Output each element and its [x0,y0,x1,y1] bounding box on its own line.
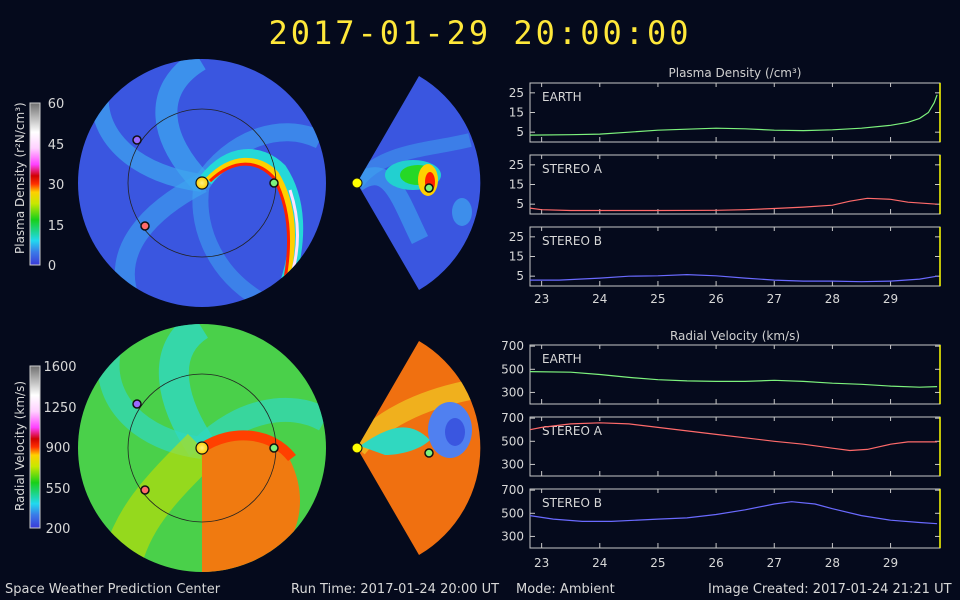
earth-marker [424,183,434,193]
chart-1: Radial Velocity (km/s) 700 500 300 EARTH 700 5… [501,329,941,570]
chart-0: Plasma Density (/cm³) 25 15 5 EARTH 25 15 5 STER… [509,66,941,306]
stereo-a-marker [140,221,150,231]
x-tick-label: 24 [592,292,607,306]
y-tick-label: 25 [509,230,524,244]
series-line [530,273,938,283]
density-tick: 45 [48,138,65,153]
y-tick-label: 500 [501,434,524,448]
series-line [529,422,938,452]
velocity-meridional-wedge [357,341,481,555]
footer-run-time: Run Time: 2017-01-24 20:00 UT [291,582,500,597]
series-name: STEREO B [542,234,602,248]
bottom-markers [132,399,434,495]
series-name: STEREO A [542,424,603,438]
stereo-a-marker [140,485,150,495]
top-markers [132,135,434,231]
earth-marker [269,178,279,188]
density-colorbar-label: Plasma Density (r²N/cm³) [13,102,27,254]
y-tick-label: 700 [501,483,524,497]
y-tick-label: 300 [501,457,524,471]
panel-frame [529,82,941,143]
time-series-charts: Plasma Density (/cm³) 25 15 5 EARTH 25 15 5 STER… [501,66,941,570]
footer-image-created: Image Created: 2017-01-24 21:21 UT [708,582,952,597]
x-tick-label: 26 [708,292,723,306]
x-tick-label: 28 [825,292,840,306]
x-tick-label: 29 [883,292,898,306]
y-tick-label: 5 [516,197,524,211]
x-tick-label: 25 [650,292,665,306]
panel-frame [529,344,941,405]
y-tick-label: 700 [501,411,524,425]
series-name: EARTH [542,90,582,104]
density-meridional-wedge [357,76,481,290]
series-panel: 25 15 5 EARTH [509,82,941,143]
y-tick-label: 5 [516,269,524,283]
x-tick-label: 27 [767,556,782,570]
series-panel: 25 15 5 STEREO B [509,226,941,287]
sun-marker [195,441,209,455]
stereo-b-marker [132,399,142,409]
series-name: STEREO A [542,162,603,176]
y-tick-label: 15 [509,178,524,192]
x-tick-label: 27 [767,292,782,306]
x-tick-label: 23 [534,292,549,306]
x-tick-label: 25 [650,556,665,570]
y-tick-label: 5 [516,125,524,139]
x-tick-label: 29 [883,556,898,570]
y-tick-label: 25 [509,158,524,172]
series-name: STEREO B [542,496,602,510]
y-tick-label: 300 [501,529,524,543]
y-tick-label: 300 [501,385,524,399]
y-tick-label: 700 [501,339,524,353]
x-tick-label: 24 [592,556,607,570]
sun-marker [195,176,209,190]
sun-marker [351,177,363,189]
y-tick-label: 15 [509,106,524,120]
earth-marker [269,443,279,453]
x-tick-label: 23 [534,556,549,570]
series-panel: 700 500 300 STEREO B [501,483,941,549]
y-tick-label: 25 [509,86,524,100]
x-tick-label: 26 [708,556,723,570]
date-time-title: 2017-01-29 20:00:00 [268,14,692,52]
velocity-colorbar: 1600 1250 900 550 200 [29,360,77,537]
series-line [529,94,938,136]
density-tick: 15 [48,219,65,234]
density-tick: 30 [48,178,65,193]
chart-title: Plasma Density (/cm³) [669,66,802,80]
y-tick-label: 15 [509,250,524,264]
y-tick-label: 500 [501,362,524,376]
series-line [529,197,938,212]
density-tick: 0 [48,259,56,274]
density-colorbar: 60 45 30 15 0 [29,97,65,274]
series-line [529,501,938,525]
series-panel: 700 500 300 STEREO A [501,411,941,477]
y-tick-label: 500 [501,506,524,520]
velocity-tick: 550 [46,482,71,497]
earth-marker [424,448,434,458]
series-panel: 25 15 5 STEREO A [509,154,941,215]
chart-title: Radial Velocity (km/s) [670,329,800,343]
velocity-ecliptic-disk [78,324,326,572]
velocity-tick: 900 [46,441,71,456]
velocity-tick: 200 [46,522,71,537]
series-name: EARTH [542,352,582,366]
footer-organization: Space Weather Prediction Center [5,582,221,597]
x-tick-label: 28 [825,556,840,570]
velocity-colorbar-label: Radial Velocity (km/s) [13,380,27,512]
series-line [529,371,938,388]
velocity-tick: 1250 [43,401,76,416]
density-tick: 60 [48,97,65,112]
velocity-tick: 1600 [43,360,76,375]
series-panel: 700 500 300 EARTH [501,339,941,405]
footer-mode: Mode: Ambient [516,582,615,597]
stereo-b-marker [132,135,142,145]
sun-marker [351,442,363,454]
